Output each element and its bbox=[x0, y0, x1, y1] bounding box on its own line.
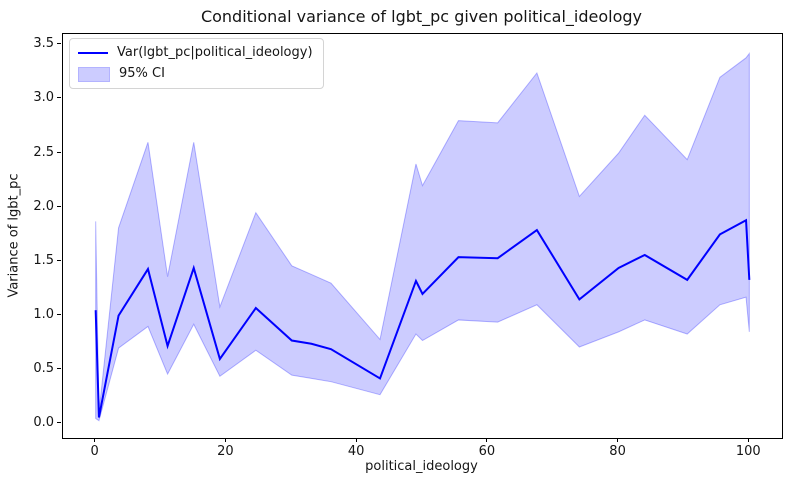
x-tick-label: 0 bbox=[90, 444, 99, 459]
y-tick-mark bbox=[57, 205, 61, 207]
x-tick-label: 20 bbox=[217, 444, 234, 459]
legend-ci-label: 95% CI bbox=[119, 66, 165, 81]
legend: Var(lgbt_pc|political_ideology) 95% CI bbox=[69, 38, 324, 89]
y-tick-mark bbox=[57, 97, 61, 99]
chart-title: Conditional variance of lgbt_pc given po… bbox=[200, 7, 643, 26]
y-tick-mark bbox=[57, 259, 61, 261]
x-tick-label: 40 bbox=[347, 444, 365, 459]
y-tick-label: 3.0 bbox=[33, 90, 54, 106]
x-tick-mark bbox=[617, 438, 619, 442]
legend-ci-swatch bbox=[78, 66, 110, 82]
x-tick-label: 60 bbox=[478, 444, 496, 459]
legend-line-label: Var(lgbt_pc|political_ideology) bbox=[117, 45, 313, 60]
y-tick-mark bbox=[57, 422, 61, 424]
y-tick-mark bbox=[57, 314, 61, 316]
x-axis-label: political_ideology bbox=[365, 459, 478, 474]
y-tick-mark bbox=[57, 368, 61, 370]
y-tick-label: 0.0 bbox=[33, 415, 54, 431]
x-tick-mark bbox=[94, 438, 96, 442]
ci-band bbox=[95, 52, 750, 422]
y-tick-label: 2.5 bbox=[33, 144, 54, 160]
y-tick-mark bbox=[57, 43, 61, 45]
legend-row-line: Var(lgbt_pc|political_ideology) bbox=[78, 45, 313, 61]
legend-line-swatch bbox=[78, 52, 108, 54]
variance-line bbox=[94, 218, 751, 418]
x-tick-mark bbox=[224, 438, 226, 442]
y-tick-label: 2.0 bbox=[33, 198, 54, 214]
y-tick-label: 0.5 bbox=[33, 361, 54, 377]
y-tick-label: 1.0 bbox=[33, 307, 54, 323]
plot-area bbox=[62, 33, 783, 439]
x-tick-label: 80 bbox=[609, 444, 626, 459]
y-tick-mark bbox=[57, 151, 61, 153]
x-tick-label: 100 bbox=[735, 444, 761, 459]
x-tick-mark bbox=[355, 438, 357, 442]
x-tick-mark bbox=[747, 438, 749, 442]
x-tick-mark bbox=[486, 438, 488, 442]
y-tick-label: 3.5 bbox=[33, 36, 54, 52]
legend-row-ci: 95% CI bbox=[78, 66, 313, 82]
y-tick-label: 1.5 bbox=[33, 252, 54, 268]
plot-canvas bbox=[94, 52, 751, 422]
